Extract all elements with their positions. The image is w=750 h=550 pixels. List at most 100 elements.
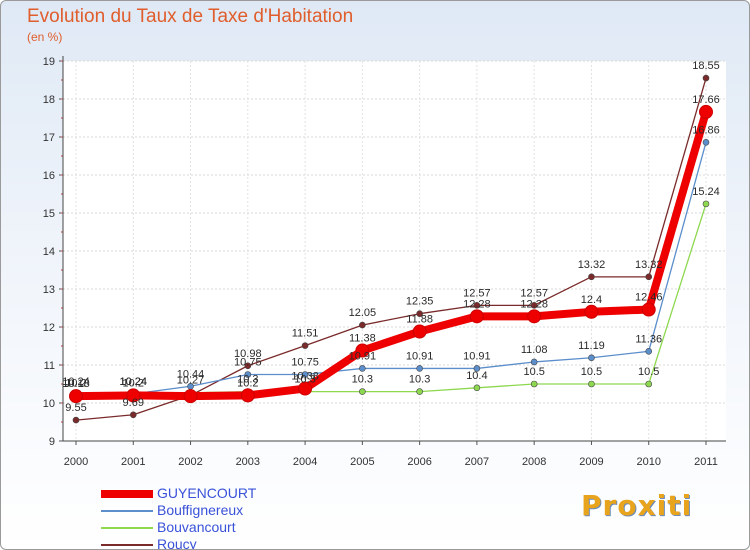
x-tick-label-2000: 2000 bbox=[64, 456, 88, 468]
data-label-bouvancourt-2003: 10.3 bbox=[237, 374, 258, 386]
data-label-bouffignereux-2009: 11.19 bbox=[578, 340, 605, 352]
data-label-bouvancourt-2000: 10.24 bbox=[62, 376, 90, 388]
legend-swatch-bouvancourt bbox=[101, 527, 153, 529]
point-bouffignereux-2011 bbox=[702, 139, 710, 146]
data-label-bouffignereux-2000: 10.2 bbox=[65, 377, 86, 389]
x-tick-label-2008: 2008 bbox=[522, 456, 546, 468]
point-bouffignereux-2004 bbox=[301, 371, 309, 378]
point-bouffignereux-2009 bbox=[588, 354, 595, 362]
data-label-guyencourt-2010: 12.46 bbox=[635, 292, 663, 304]
point-roucy-2007 bbox=[473, 302, 481, 309]
y-tick-label-12: 12 bbox=[43, 322, 55, 334]
point-guyencourt-2008 bbox=[527, 309, 542, 324]
point-roucy-2010 bbox=[645, 273, 653, 281]
data-label-bouffignereux-2002: 10.44 bbox=[177, 368, 205, 380]
legend-label-bouvancourt: Bouvancourt bbox=[157, 519, 236, 535]
point-bouffignereux-2007 bbox=[473, 365, 481, 372]
data-label-bouvancourt-2005: 10.3 bbox=[352, 374, 373, 386]
x-tick-label-2009: 2009 bbox=[579, 456, 603, 468]
data-label-bouvancourt-2008: 10.5 bbox=[523, 366, 544, 378]
data-label-roucy-2008: 12.57 bbox=[520, 287, 548, 299]
data-label-bouffignereux-2006: 10.91 bbox=[406, 350, 434, 362]
point-guyencourt-2010 bbox=[641, 302, 656, 317]
y-tick-label-10: 10 bbox=[43, 398, 55, 410]
point-bouvancourt-2008 bbox=[530, 380, 538, 388]
data-label-bouffignereux-2008: 11.08 bbox=[521, 344, 548, 356]
x-tick-label-2001: 2001 bbox=[121, 456, 145, 468]
y-tick-label-16: 16 bbox=[43, 170, 55, 182]
point-roucy-2006 bbox=[416, 310, 423, 318]
x-tick-label-2010: 2010 bbox=[636, 456, 660, 468]
point-bouffignereux-2008 bbox=[530, 358, 538, 366]
data-label-bouvancourt-2009: 10.5 bbox=[581, 366, 602, 378]
point-roucy-2011 bbox=[702, 74, 710, 82]
unit-label: (en %) bbox=[27, 30, 63, 44]
data-label-bouvancourt-2007: 10.4 bbox=[466, 370, 487, 382]
data-label-bouvancourt-2002: 10.27 bbox=[177, 375, 205, 387]
point-guyencourt-2000 bbox=[69, 389, 83, 404]
data-label-bouffignereux-2001: 10.24 bbox=[120, 376, 148, 388]
point-bouffignereux-2005 bbox=[359, 365, 366, 372]
data-label-guyencourt-2011: 17.66 bbox=[692, 94, 720, 106]
point-guyencourt-2004 bbox=[298, 381, 313, 396]
data-label-guyencourt-2009: 12.4 bbox=[581, 294, 602, 306]
x-tick-label-2007: 2007 bbox=[465, 456, 489, 468]
data-label-roucy-2004: 11.51 bbox=[292, 328, 319, 340]
data-label-bouffignereux-2005: 10.91 bbox=[349, 350, 377, 362]
point-guyencourt-2001 bbox=[126, 388, 141, 403]
data-label-roucy-2009: 13.32 bbox=[578, 259, 606, 271]
point-guyencourt-2003 bbox=[240, 388, 255, 403]
data-label-bouvancourt-2010: 10.5 bbox=[638, 366, 659, 378]
legend-swatch-roucy bbox=[101, 544, 153, 546]
point-bouvancourt-2011 bbox=[702, 200, 710, 208]
data-label-guyencourt-2006: 11.88 bbox=[406, 314, 433, 326]
data-label-roucy-2000: 9.55 bbox=[65, 402, 86, 414]
point-guyencourt-2005 bbox=[355, 343, 370, 358]
chart-title: Evolution du Taux de Taxe d'Habitation bbox=[27, 6, 354, 27]
y-tick-label-13: 13 bbox=[43, 284, 55, 296]
data-label-guyencourt-2000: 10.18 bbox=[62, 378, 90, 390]
legend-label-bouffignereux: Bouffignereux bbox=[157, 502, 244, 518]
data-label-bouffignereux-2011: 16.86 bbox=[692, 124, 720, 136]
y-tick-label-11: 11 bbox=[44, 360, 55, 372]
point-guyencourt-2011 bbox=[699, 104, 713, 119]
data-label-guyencourt-2003: 10.2 bbox=[237, 377, 258, 389]
y-tick-label-17: 17 bbox=[43, 132, 55, 144]
data-label-guyencourt-2001: 10.2 bbox=[123, 377, 144, 389]
point-guyencourt-2006 bbox=[412, 324, 427, 339]
y-tick-label-14: 14 bbox=[43, 246, 55, 258]
point-bouffignereux-2006 bbox=[416, 365, 423, 372]
data-label-bouffignereux-2010: 11.36 bbox=[635, 333, 662, 345]
data-label-guyencourt-2008: 12.28 bbox=[520, 298, 548, 310]
point-roucy-2003 bbox=[244, 362, 252, 370]
x-tick-label-2006: 2006 bbox=[407, 456, 431, 468]
x-tick-label-2002: 2002 bbox=[178, 456, 202, 468]
point-roucy-2001 bbox=[129, 411, 137, 419]
data-label-roucy-2011: 18.55 bbox=[692, 60, 720, 72]
point-guyencourt-2002 bbox=[183, 389, 198, 404]
data-label-bouvancourt-2011: 15.24 bbox=[692, 186, 720, 198]
x-tick-label-2011: 2011 bbox=[694, 456, 718, 468]
legend-swatch-guyencourt bbox=[101, 490, 153, 498]
data-label-bouvancourt-2001: 10.24 bbox=[120, 376, 148, 388]
data-label-roucy-2007: 12.57 bbox=[463, 287, 491, 299]
data-label-guyencourt-2007: 12.28 bbox=[463, 298, 491, 310]
y-tick-label-18: 18 bbox=[43, 94, 55, 106]
data-label-bouffignereux-2007: 10.91 bbox=[463, 350, 491, 362]
proxiti-logo[interactable]: Proxiti bbox=[581, 489, 693, 522]
data-label-roucy-2005: 12.05 bbox=[349, 307, 377, 319]
point-roucy-2000 bbox=[72, 416, 80, 424]
series-line-bouffignereux bbox=[75, 141, 707, 397]
y-tick-label-9: 9 bbox=[49, 436, 55, 448]
y-tick-label-15: 15 bbox=[43, 208, 55, 220]
data-label-guyencourt-2005: 11.38 bbox=[349, 333, 376, 345]
data-label-bouffignereux-2003: 10.75 bbox=[234, 357, 262, 369]
point-bouvancourt-2010 bbox=[645, 380, 653, 388]
point-bouvancourt-2009 bbox=[588, 380, 595, 388]
legend-label-roucy: Roucy bbox=[157, 536, 197, 550]
series-line-guyencourt bbox=[72, 107, 710, 401]
point-guyencourt-2007 bbox=[469, 309, 484, 324]
data-label-roucy-2010: 13.32 bbox=[635, 259, 663, 271]
legend-swatch-bouffignereux bbox=[101, 510, 153, 512]
